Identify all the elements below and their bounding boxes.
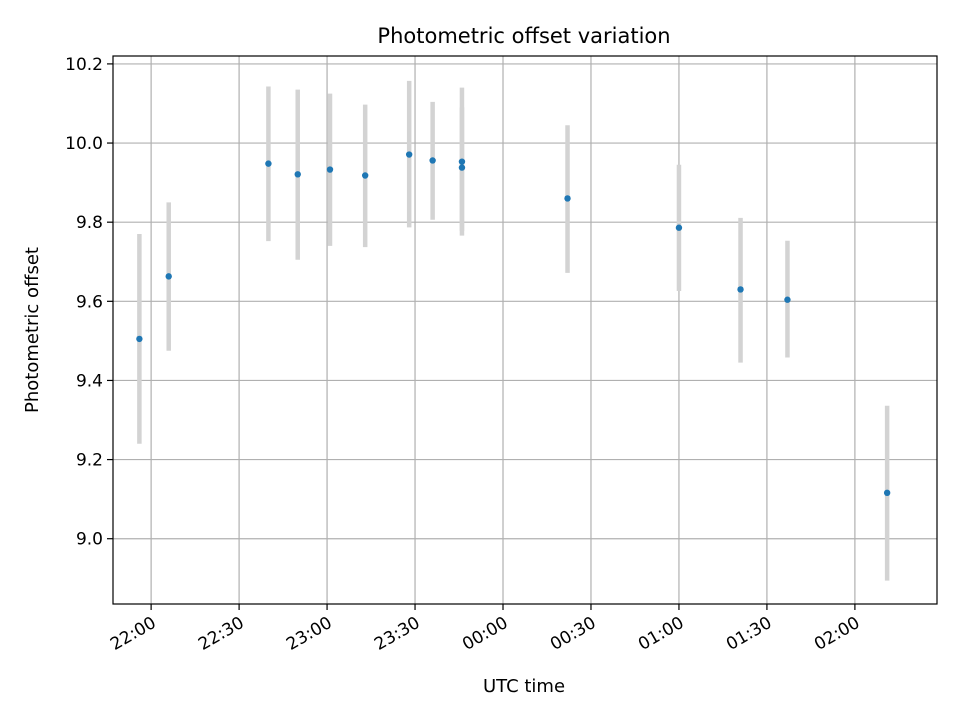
data-point: [294, 171, 301, 178]
x-axis: 22:00 22:30 23:00 23:30 00:00 00:30 01:00 01:30…: [107, 604, 863, 655]
x-tick-label: 22:00: [107, 613, 159, 655]
error-bars: [137, 80, 890, 581]
data-point: [737, 286, 744, 293]
y-axis: 9.0 9.2 9.4 9.6 9.8 10.0 10.2: [65, 55, 113, 550]
y-tick-label: 9.0: [76, 530, 103, 550]
data-point: [265, 160, 272, 167]
data-point: [564, 195, 571, 202]
data-point: [429, 157, 436, 164]
data-point: [458, 158, 466, 165]
y-tick-label: 9.8: [76, 213, 103, 233]
data-point: [165, 273, 172, 280]
x-tick-label: 23:30: [371, 613, 423, 655]
x-tick-label: 01:00: [635, 613, 687, 655]
y-tick-label: 10.2: [65, 55, 103, 75]
chart-title: Photometric offset variation: [377, 24, 670, 48]
data-point: [361, 172, 369, 179]
x-tick-label: 22:30: [195, 613, 247, 655]
x-tick-label: 00:30: [547, 613, 599, 655]
data-point: [784, 296, 791, 303]
x-tick-label: 01:30: [723, 613, 775, 655]
data-point: [405, 151, 413, 158]
x-axis-label: UTC time: [483, 676, 565, 697]
x-tick-label: 23:00: [283, 613, 335, 655]
y-tick-label: 9.2: [76, 451, 103, 471]
y-axis-label: Photometric offset: [22, 247, 43, 413]
data-point: [136, 335, 143, 343]
data-point: [675, 224, 683, 231]
x-tick-label: 02:00: [811, 613, 863, 655]
y-tick-label: 9.6: [76, 292, 103, 312]
data-points: [136, 151, 891, 497]
plot-frame: [112, 55, 938, 605]
data-point: [883, 489, 891, 497]
x-tick-label: 00:00: [459, 613, 511, 655]
grid: [113, 56, 937, 604]
data-point: [458, 164, 466, 171]
y-tick-label: 9.4: [76, 371, 103, 391]
y-tick-label: 10.0: [65, 134, 103, 154]
data-point: [326, 166, 334, 173]
